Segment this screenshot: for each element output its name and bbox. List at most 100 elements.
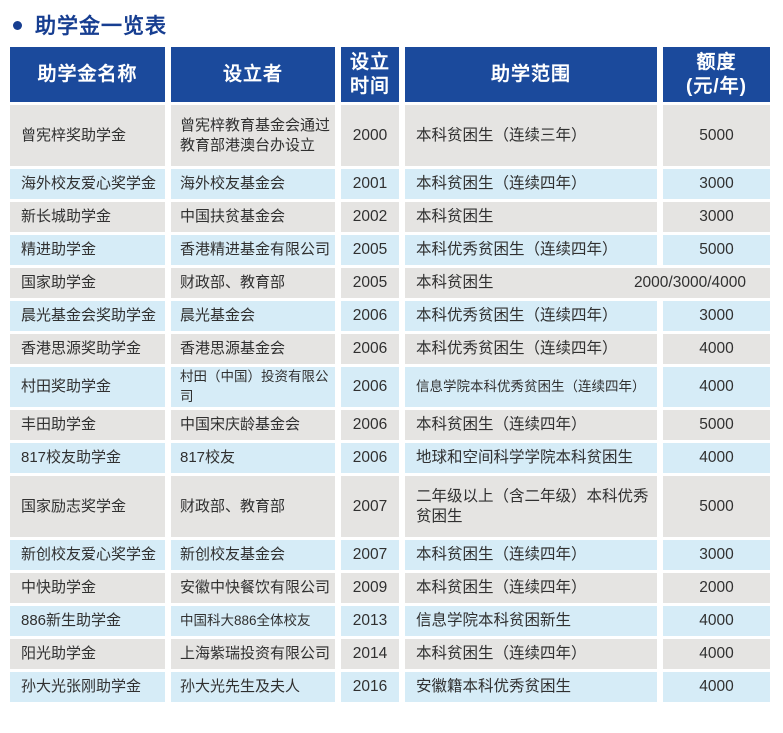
cell-name: 新创校友爱心奖学金: [10, 540, 165, 570]
page-title: 助学金一览表: [35, 15, 167, 38]
cell-scope: 本科贫困生（连续三年）: [405, 105, 657, 166]
table-row: 阳光助学金 上海紫瑞投资有限公司 2014 本科贫困生（连续四年） 4000: [10, 639, 770, 669]
cell-amount: 5000: [663, 235, 770, 265]
cell-founder: 安徽中快餐饮有限公司: [171, 573, 335, 603]
cell-scope: 本科贫困生（连续四年）: [405, 639, 657, 669]
cell-founder: 财政部、教育部: [171, 268, 335, 298]
cell-year: 2006: [341, 410, 399, 440]
cell-name: 阳光助学金: [10, 639, 165, 669]
cell-year: 2014: [341, 639, 399, 669]
cell-name: 香港思源奖助学金: [10, 334, 165, 364]
cell-founder: 曾宪梓教育基金会通过教育部港澳台办设立: [171, 105, 335, 166]
cell-founder: 上海紫瑞投资有限公司: [171, 639, 335, 669]
cell-year: 2009: [341, 573, 399, 603]
cell-year: 2006: [341, 367, 399, 407]
cell-name: 新长城助学金: [10, 202, 165, 232]
cell-scope: 安徽籍本科优秀贫困生: [405, 672, 657, 702]
cell-name: 中快助学金: [10, 573, 165, 603]
cell-year: 2007: [341, 476, 399, 537]
column-header-founder: 设立者: [171, 47, 335, 102]
cell-year: 2005: [341, 268, 399, 298]
column-header-name: 助学金名称: [10, 47, 165, 102]
cell-year: 2006: [341, 443, 399, 473]
table-row: 海外校友爱心奖学金 海外校友基金会 2001 本科贫困生（连续四年） 3000: [10, 169, 770, 199]
cell-year: 2013: [341, 606, 399, 636]
table-row: 晨光基金会奖助学金 晨光基金会 2006 本科优秀贫困生（连续四年） 3000: [10, 301, 770, 331]
table-body: 曾宪梓奖助学金 曾宪梓教育基金会通过教育部港澳台办设立 2000 本科贫困生（连续三年…: [10, 105, 770, 702]
table-row: 香港思源奖助学金 香港思源基金会 2006 本科优秀贫困生（连续四年） 4000: [10, 334, 770, 364]
scholarship-table: 助学金名称 设立者 设立 时间 助学范围 额度 (元/年) 曾宪梓奖助学金 曾宪梓教育基金会通…: [10, 47, 770, 702]
table-row: 孙大光张刚助学金 孙大光先生及夫人 2016 安徽籍本科优秀贫困生 4000: [10, 672, 770, 702]
cell-founder: 新创校友基金会: [171, 540, 335, 570]
table-row: 国家励志奖学金 财政部、教育部 2007 二年级以上（含二年级）本科优秀贫困生 5000: [10, 476, 770, 537]
column-header-amount: 额度 (元/年): [663, 47, 770, 102]
cell-amount: 5000: [663, 476, 770, 537]
cell-name: 丰田助学金: [10, 410, 165, 440]
table-row: 817校友助学金 817校友 2006 地球和空间科学学院本科贫困生 4000: [10, 443, 770, 473]
cell-founder: 中国宋庆龄基金会: [171, 410, 335, 440]
bullet-icon: [13, 20, 22, 30]
cell-scope: 信息学院本科优秀贫困生（连续四年）: [405, 367, 657, 407]
cell-amount: 2000/3000/4000: [633, 274, 746, 291]
cell-founder: 晨光基金会: [171, 301, 335, 331]
cell-amount: 4000: [663, 672, 770, 702]
cell-name: 孙大光张刚助学金: [10, 672, 165, 702]
cell-amount: 4000: [663, 367, 770, 407]
cell-amount: 4000: [663, 606, 770, 636]
cell-scope: 本科优秀贫困生（连续四年）: [405, 235, 657, 265]
table-row: 中快助学金 安徽中快餐饮有限公司 2009 本科贫困生（连续四年） 2000: [10, 573, 770, 603]
cell-founder: 817校友: [171, 443, 335, 473]
cell-name: 晨光基金会奖助学金: [10, 301, 165, 331]
cell-name: 村田奖助学金: [10, 367, 165, 407]
cell-amount: 3000: [663, 540, 770, 570]
cell-scope: 本科优秀贫困生（连续四年）: [405, 334, 657, 364]
cell-amount: 3000: [663, 202, 770, 232]
cell-founder: 香港精进基金有限公司: [171, 235, 335, 265]
table-row: 丰田助学金 中国宋庆龄基金会 2006 本科贫困生（连续四年） 5000: [10, 410, 770, 440]
cell-founder: 中国科大886全体校友: [171, 606, 335, 636]
cell-scope: 本科贫困生（连续四年）: [405, 410, 657, 440]
cell-name: 国家助学金: [10, 268, 165, 298]
cell-year: 2000: [341, 105, 399, 166]
cell-scope: 本科优秀贫困生（连续四年）: [405, 301, 657, 331]
cell-scope: 信息学院本科贫困新生: [405, 606, 657, 636]
cell-year: 2002: [341, 202, 399, 232]
cell-year: 2007: [341, 540, 399, 570]
cell-name: 886新生助学金: [10, 606, 165, 636]
cell-scope-amount: 本科贫困生 2000/3000/4000: [405, 268, 770, 298]
cell-scope: 本科贫困生: [405, 202, 657, 232]
cell-amount: 4000: [663, 334, 770, 364]
cell-scope: 本科贫困生: [416, 274, 494, 291]
cell-amount: 5000: [663, 410, 770, 440]
cell-year: 2006: [341, 301, 399, 331]
cell-scope: 本科贫困生（连续四年）: [405, 573, 657, 603]
table-row: 国家助学金 财政部、教育部 2005 本科贫困生 2000/3000/4000: [10, 268, 770, 298]
cell-amount: 3000: [663, 301, 770, 331]
cell-amount: 5000: [663, 105, 770, 166]
table-row: 新创校友爱心奖学金 新创校友基金会 2007 本科贫困生（连续四年） 3000: [10, 540, 770, 570]
cell-founder: 村田（中国）投资有限公司: [171, 367, 335, 407]
cell-founder: 香港思源基金会: [171, 334, 335, 364]
cell-name: 曾宪梓奖助学金: [10, 105, 165, 166]
column-header-year: 设立 时间: [341, 47, 399, 102]
cell-founder: 中国扶贫基金会: [171, 202, 335, 232]
cell-amount: 4000: [663, 443, 770, 473]
cell-scope: 二年级以上（含二年级）本科优秀贫困生: [405, 476, 657, 537]
cell-amount: 4000: [663, 639, 770, 669]
cell-year: 2006: [341, 334, 399, 364]
cell-amount: 2000: [663, 573, 770, 603]
cell-founder: 财政部、教育部: [171, 476, 335, 537]
table-row: 新长城助学金 中国扶贫基金会 2002 本科贫困生 3000: [10, 202, 770, 232]
table-row: 886新生助学金 中国科大886全体校友 2013 信息学院本科贫困新生 4000: [10, 606, 770, 636]
cell-year: 2001: [341, 169, 399, 199]
cell-year: 2005: [341, 235, 399, 265]
cell-name: 国家励志奖学金: [10, 476, 165, 537]
table-row: 村田奖助学金 村田（中国）投资有限公司 2006 信息学院本科优秀贫困生（连续四年） 4…: [10, 367, 770, 407]
page-title-row: 助学金一览表: [0, 0, 783, 38]
table-row: 精进助学金 香港精进基金有限公司 2005 本科优秀贫困生（连续四年） 5000: [10, 235, 770, 265]
cell-year: 2016: [341, 672, 399, 702]
cell-name: 海外校友爱心奖学金: [10, 169, 165, 199]
cell-amount: 3000: [663, 169, 770, 199]
cell-scope: 本科贫困生（连续四年）: [405, 540, 657, 570]
table-header-row: 助学金名称 设立者 设立 时间 助学范围 额度 (元/年): [10, 47, 770, 102]
